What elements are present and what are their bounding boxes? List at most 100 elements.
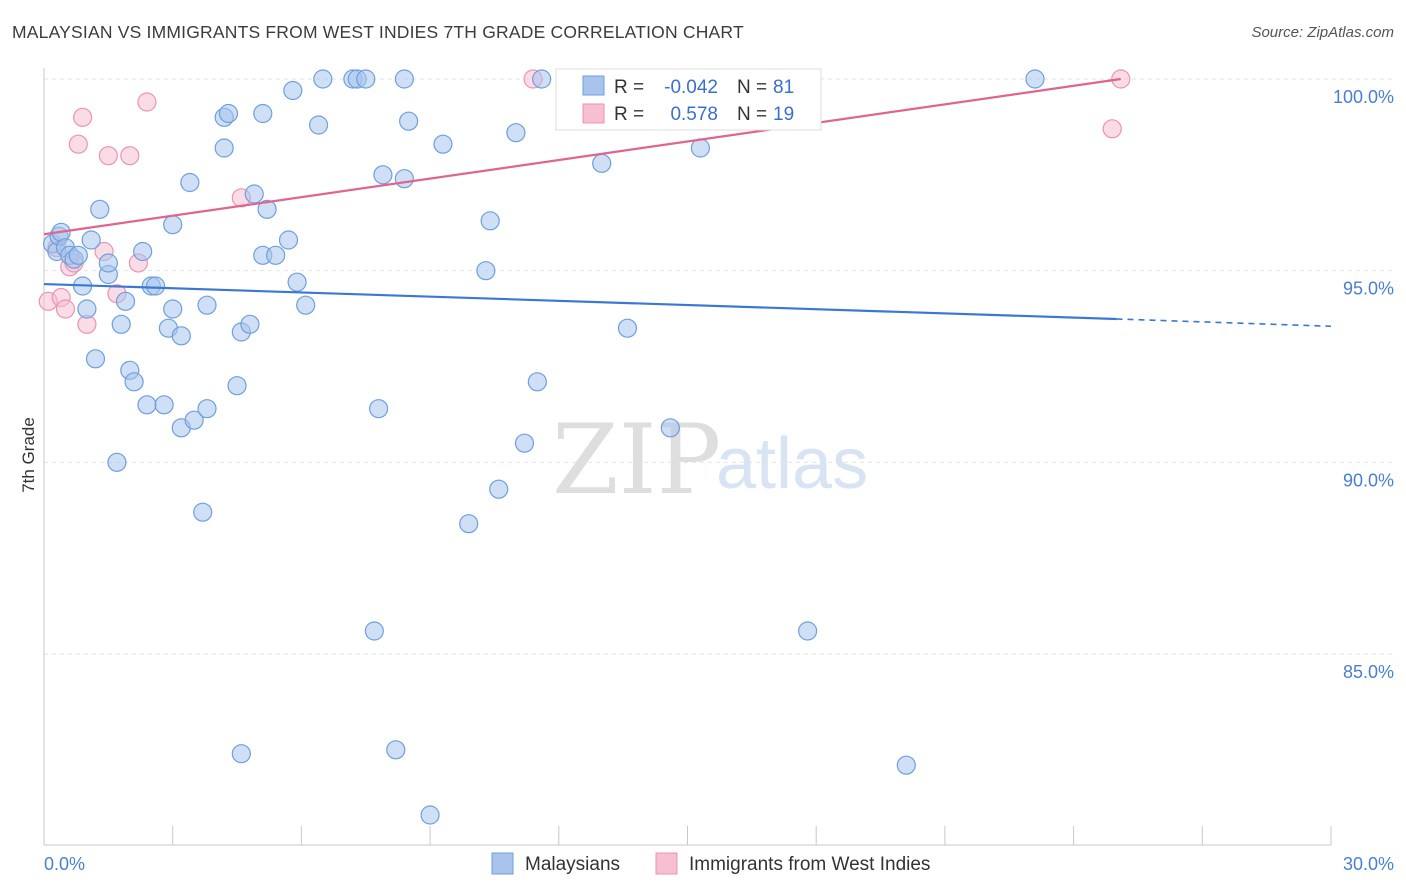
malaysian-point-62	[399, 111, 419, 131]
malaysian-point-66	[476, 261, 496, 281]
malaysian-point-77	[690, 138, 710, 158]
malaysian-point-80	[1025, 69, 1045, 89]
legend-label-malaysians: Malaysians	[525, 854, 620, 875]
malaysian-point-15	[107, 452, 127, 472]
malaysian-point-60	[394, 169, 414, 189]
malaysian-point-50	[296, 295, 316, 315]
stats-box: R = -0.042 N = 81 R = 0.578 N = 19	[555, 68, 822, 131]
west-indies-point-6	[68, 134, 88, 154]
malaysian-point-70	[514, 433, 535, 453]
malaysian-point-41	[240, 314, 260, 334]
malaysian-point-59	[386, 740, 406, 760]
malaysian-point-52	[313, 69, 333, 89]
y-axis-title: 7th Grade	[19, 417, 38, 493]
malaysian-point-48	[283, 80, 303, 101]
malaysian-point-20	[133, 241, 153, 262]
west-indies-point-18	[1102, 119, 1122, 139]
malaysian-point-38	[227, 376, 247, 396]
malaysian-point-35	[214, 138, 234, 158]
stats-r-value-pink: 0.578	[670, 104, 718, 125]
malaysian-point-65	[459, 514, 479, 534]
malaysian-point-31	[184, 410, 204, 430]
malaysian-point-7	[68, 245, 88, 265]
malaysian-point-51	[308, 115, 329, 135]
malaysian-point-49	[287, 272, 307, 292]
west-indies-trend-line	[43, 77, 1121, 236]
west-indies-point-12	[120, 146, 140, 166]
malaysian-point-16	[111, 314, 131, 334]
malaysian-point-74	[617, 318, 638, 338]
malaysian-point-37	[218, 103, 239, 124]
malaysian-point-39	[231, 744, 251, 764]
stats-swatch-blue	[582, 75, 605, 96]
stats-n-value-pink: 19	[773, 104, 794, 125]
chart-source: Source: ZipAtlas.com	[1251, 24, 1394, 41]
malaysian-point-11	[85, 349, 106, 369]
malaysian-point-21	[137, 395, 157, 415]
y-tick-label-85: 85.0%	[1343, 662, 1394, 682]
malaysian-point-10	[81, 230, 101, 250]
malaysian-point-9	[77, 299, 97, 319]
malaysian-point-32	[193, 502, 213, 522]
malaysian-point-12	[90, 199, 110, 219]
stats-r-label-pink: R =	[614, 104, 644, 125]
malaysian-point-64	[433, 134, 453, 154]
malaysian-point-45	[257, 199, 277, 219]
stats-swatch-pink	[582, 103, 605, 124]
malaysian-point-26	[163, 299, 183, 319]
west-indies-point-14	[137, 92, 157, 112]
watermark-atlas: atlas	[716, 424, 868, 504]
malaysian-point-79	[896, 755, 916, 775]
malaysian-trend-line-extension	[1116, 318, 1332, 328]
malaysian-point-46	[266, 245, 286, 265]
legend-label-west-indies: Immigrants from West Indies	[689, 854, 930, 875]
x-tick-label-min: 0.0%	[44, 854, 85, 874]
malaysian-point-27	[163, 215, 183, 235]
west-indies-point-10	[98, 146, 118, 166]
trend-lines-layer	[43, 77, 1332, 328]
watermark-zip: ZIP	[552, 404, 721, 516]
malaysian-point-23	[145, 276, 166, 296]
malaysian-point-55	[356, 69, 376, 89]
malaysian-point-63	[420, 805, 440, 825]
grid-layer	[44, 78, 1394, 655]
stats-r-value-blue: -0.042	[664, 77, 718, 98]
malaysian-point-17	[115, 291, 136, 311]
malaysian-point-19	[124, 372, 144, 392]
malaysian-point-57	[369, 399, 389, 419]
stats-r-label-blue: R =	[614, 77, 644, 98]
y-tick-label-95: 95.0%	[1343, 279, 1394, 299]
malaysian-point-56	[364, 621, 384, 641]
y-tick-label-90: 90.0%	[1343, 470, 1394, 490]
malaysian-point-14	[98, 253, 118, 273]
malaysian-point-73	[592, 153, 612, 173]
malaysian-point-30	[180, 172, 200, 193]
x-tick-layer	[172, 826, 1332, 845]
malaysian-trend-line	[43, 282, 1117, 321]
malaysian-point-78	[798, 621, 818, 641]
malaysian-point-44	[253, 103, 273, 124]
malaysian-point-34	[197, 399, 217, 419]
legend: Malaysians Immigrants from West Indies	[491, 852, 930, 875]
malaysian-point-42	[244, 184, 264, 204]
malaysian-point-61	[394, 69, 414, 89]
stats-n-label-pink: N =	[737, 104, 767, 125]
stats-n-value-blue: 81	[773, 77, 794, 98]
blue-points-layer	[42, 69, 1045, 825]
stats-n-label-blue: N =	[737, 77, 767, 98]
west-indies-point-3	[55, 299, 76, 319]
west-indies-point-7	[73, 107, 93, 127]
y-tick-label-100: 100.0%	[1333, 87, 1394, 107]
malaysian-point-24	[154, 395, 174, 415]
x-tick-label-max: 30.0%	[1343, 854, 1394, 874]
malaysian-point-33	[197, 295, 217, 315]
malaysian-point-67	[480, 211, 500, 231]
malaysian-point-76	[660, 418, 680, 438]
malaysian-point-28	[171, 326, 191, 346]
legend-swatch-west-indies	[655, 852, 678, 875]
malaysian-point-58	[373, 165, 393, 185]
malaysian-point-69	[506, 123, 526, 143]
malaysian-point-68	[489, 479, 509, 499]
malaysian-point-47	[278, 230, 299, 250]
